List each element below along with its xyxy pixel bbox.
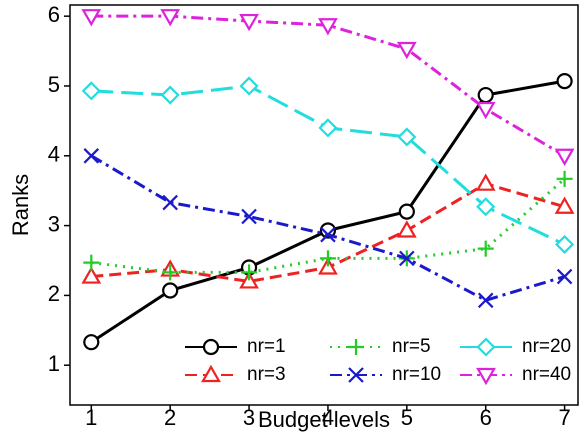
marker (477, 86, 494, 104)
series-line (91, 84, 566, 246)
y-tick-label: 4 (48, 142, 60, 167)
marker (399, 250, 415, 267)
y-tick-label: 5 (48, 72, 60, 97)
legend-label: nr=10 (392, 364, 441, 385)
marker (162, 264, 179, 281)
marker (239, 13, 259, 32)
x-tick-label: 3 (243, 405, 255, 430)
marker (320, 226, 336, 243)
y-tick-label: 6 (48, 2, 60, 27)
marker (241, 208, 257, 225)
y-tick-label: 3 (48, 211, 60, 236)
legend-label: nr=1 (247, 336, 286, 357)
marker (160, 85, 180, 105)
x-tick-label: 1 (85, 405, 97, 430)
x-tick-label: 7 (558, 405, 570, 430)
marker (556, 72, 573, 90)
y-axis-label: Ranks (8, 174, 33, 236)
legend-label: nr=40 (522, 364, 571, 385)
marker (162, 194, 178, 211)
marker (81, 81, 101, 101)
marker (397, 127, 417, 147)
marker (396, 220, 417, 238)
y-tick-label: 1 (48, 351, 60, 376)
marker (81, 266, 102, 284)
marker (476, 197, 496, 217)
marker (556, 170, 573, 187)
x-tick-label: 5 (401, 405, 413, 430)
marker (475, 101, 496, 120)
x-axis-label: Budget levels (258, 407, 390, 432)
marker (348, 339, 364, 355)
legend-label: nr=5 (392, 336, 431, 357)
marker (318, 18, 338, 36)
marker (239, 76, 259, 96)
marker (83, 334, 100, 351)
marker (475, 173, 496, 191)
marker (319, 250, 336, 267)
marker (83, 148, 100, 164)
marker (83, 254, 100, 271)
marker (241, 264, 258, 281)
legend-label: nr=3 (247, 364, 286, 385)
marker (396, 41, 417, 60)
x-tick-label: 4 (322, 405, 334, 430)
marker (398, 203, 415, 220)
legend: nr=1 nr=3 nr=5 nr=10 nr=20 nr=40 (185, 336, 571, 386)
marker (348, 367, 364, 383)
marker (319, 222, 337, 239)
legend-label: nr=20 (522, 336, 571, 357)
x-tick-label: 2 (164, 405, 176, 430)
marker (81, 9, 102, 27)
marker (555, 234, 575, 254)
marker (554, 148, 575, 167)
marker (318, 118, 338, 138)
marker (239, 271, 259, 289)
marker (162, 282, 179, 299)
marker (556, 268, 573, 285)
marker (476, 337, 496, 357)
marker (202, 338, 220, 356)
marker (201, 364, 221, 383)
marker (476, 367, 496, 386)
plot-frame (69, 4, 579, 406)
marker (477, 292, 494, 309)
marker (554, 196, 575, 214)
marker (318, 257, 338, 275)
marker (477, 240, 494, 257)
y-tick-label: 2 (48, 281, 60, 306)
marker (160, 9, 181, 27)
x-tick-label: 6 (480, 405, 492, 430)
